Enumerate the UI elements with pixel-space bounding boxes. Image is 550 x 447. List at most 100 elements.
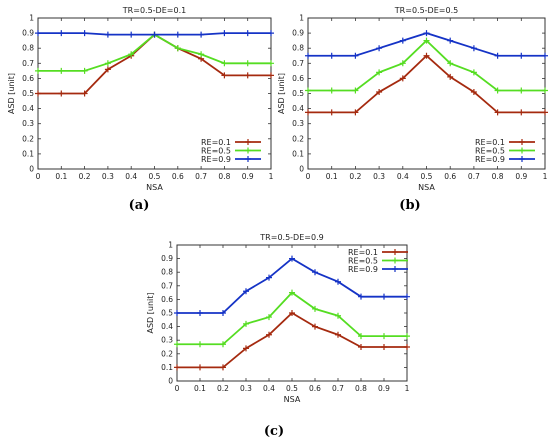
chart-title: TR=0.5-DE=0.9 xyxy=(259,233,323,242)
data-point xyxy=(104,60,111,67)
data-point xyxy=(518,52,525,59)
x-tick-label: 0.8 xyxy=(355,384,367,393)
x-tick-label: 0.2 xyxy=(349,172,361,181)
data-point xyxy=(404,293,410,300)
data-point xyxy=(104,66,111,73)
chart-panel-2: 0 0.1 0.2 0.3 0.4 0.5 0.6 0.7 0.8 0.9 1 0 0.1 0.2 0.3 0… xyxy=(277,6,548,213)
y-tick-label: 0 xyxy=(29,165,34,174)
x-tick-label: 0 xyxy=(306,172,311,181)
x-tick-label: 0.7 xyxy=(332,384,344,393)
y-axis-label: ASD [unit] xyxy=(146,293,155,334)
y-tick-label: 0.7 xyxy=(161,281,173,290)
x-tick-label: 0 xyxy=(175,384,180,393)
data-point xyxy=(381,293,387,300)
x-tick-label: 0.9 xyxy=(515,172,527,181)
data-point xyxy=(198,31,205,38)
x-axis-label: NSA xyxy=(146,183,163,192)
legend-label: RE=0.5 xyxy=(201,146,231,155)
data-point xyxy=(399,60,406,67)
chart-panel-3: 0 0.1 0.2 0.3 0.4 0.5 0.6 0.7 0.8 0.9 1 0 0.1 0.2 0.3 0… xyxy=(146,233,410,439)
data-point xyxy=(198,51,205,58)
data-point xyxy=(243,345,249,352)
legend-marker xyxy=(392,249,398,255)
data-point xyxy=(423,30,430,37)
x-tick-label: 0.4 xyxy=(125,172,137,181)
chart-title: TR=0.5-DE=0.5 xyxy=(394,6,458,15)
data-point xyxy=(423,37,430,44)
data-point xyxy=(243,288,249,295)
x-tick-label: 0.3 xyxy=(240,384,252,393)
data-point xyxy=(35,90,41,97)
y-tick-label: 0.8 xyxy=(22,44,34,53)
legend-marker xyxy=(519,139,525,145)
data-point xyxy=(404,333,410,340)
data-point xyxy=(399,37,406,44)
x-axis-label: NSA xyxy=(418,183,435,192)
data-point xyxy=(542,109,548,116)
x-tick-label: 0.5 xyxy=(286,384,298,393)
data-point xyxy=(221,30,228,37)
y-tick-label: 0.5 xyxy=(161,309,173,318)
y-tick-label: 0.1 xyxy=(22,149,34,158)
y-tick-label: 0.7 xyxy=(22,59,34,68)
x-tick-label: 0.6 xyxy=(444,172,456,181)
data-point xyxy=(174,31,181,38)
x-tick-label: 0.9 xyxy=(378,384,390,393)
data-point xyxy=(328,52,335,59)
y-tick-label: 1 xyxy=(29,14,34,23)
data-point xyxy=(447,73,454,80)
data-point xyxy=(244,72,251,79)
data-point xyxy=(244,30,251,37)
y-tick-label: 0.4 xyxy=(161,322,173,331)
y-tick-label: 0.2 xyxy=(22,134,34,143)
data-point xyxy=(312,323,318,330)
data-point xyxy=(197,310,203,316)
data-point xyxy=(289,255,295,262)
data-point xyxy=(470,45,477,52)
data-point xyxy=(266,331,272,338)
x-tick-label: 0.3 xyxy=(102,172,114,181)
y-tick-label: 1 xyxy=(299,14,304,23)
data-point xyxy=(335,331,341,338)
data-point xyxy=(381,344,387,350)
data-point xyxy=(305,109,311,116)
data-point xyxy=(518,109,525,116)
data-point xyxy=(266,274,272,281)
y-tick-label: 0.8 xyxy=(292,44,304,53)
data-point xyxy=(542,87,548,94)
x-tick-label: 1 xyxy=(543,172,548,181)
y-tick-label: 0.2 xyxy=(161,349,173,358)
legend-label: RE=0.9 xyxy=(201,155,231,164)
data-point xyxy=(221,60,228,67)
data-point xyxy=(470,69,477,76)
x-tick-label: 0.2 xyxy=(217,384,229,393)
data-point xyxy=(81,30,88,37)
x-tick-label: 0.1 xyxy=(326,172,338,181)
data-point xyxy=(376,69,383,76)
legend-marker xyxy=(392,266,398,272)
y-tick-label: 0.3 xyxy=(161,336,173,345)
data-point xyxy=(352,87,359,94)
x-tick-label: 0.3 xyxy=(373,172,385,181)
data-point xyxy=(494,52,501,59)
y-tick-label: 0 xyxy=(168,377,173,386)
chart-panel-1: 0 0.1 0.2 0.3 0.4 0.5 0.6 0.7 0.8 0.9 1 0 0.1 0.2 0.3 0… xyxy=(7,6,274,213)
legend-marker xyxy=(519,156,525,162)
data-point xyxy=(81,67,88,74)
y-tick-label: 0.9 xyxy=(292,29,304,38)
data-point xyxy=(174,45,181,52)
x-tick-label: 0.4 xyxy=(397,172,409,181)
y-tick-label: 0.6 xyxy=(292,74,304,83)
y-tick-label: 0.9 xyxy=(22,29,34,38)
y-tick-label: 0.5 xyxy=(22,89,34,98)
data-point xyxy=(352,109,359,116)
x-tick-label: 0.1 xyxy=(55,172,67,181)
data-point xyxy=(174,341,180,348)
x-tick-label: 0.7 xyxy=(195,172,207,181)
data-point xyxy=(58,30,65,37)
legend-marker xyxy=(245,156,251,162)
chart-title: TR=0.5-DE=0.1 xyxy=(122,6,186,15)
panel-label: (c) xyxy=(264,424,284,439)
data-point xyxy=(447,60,454,67)
